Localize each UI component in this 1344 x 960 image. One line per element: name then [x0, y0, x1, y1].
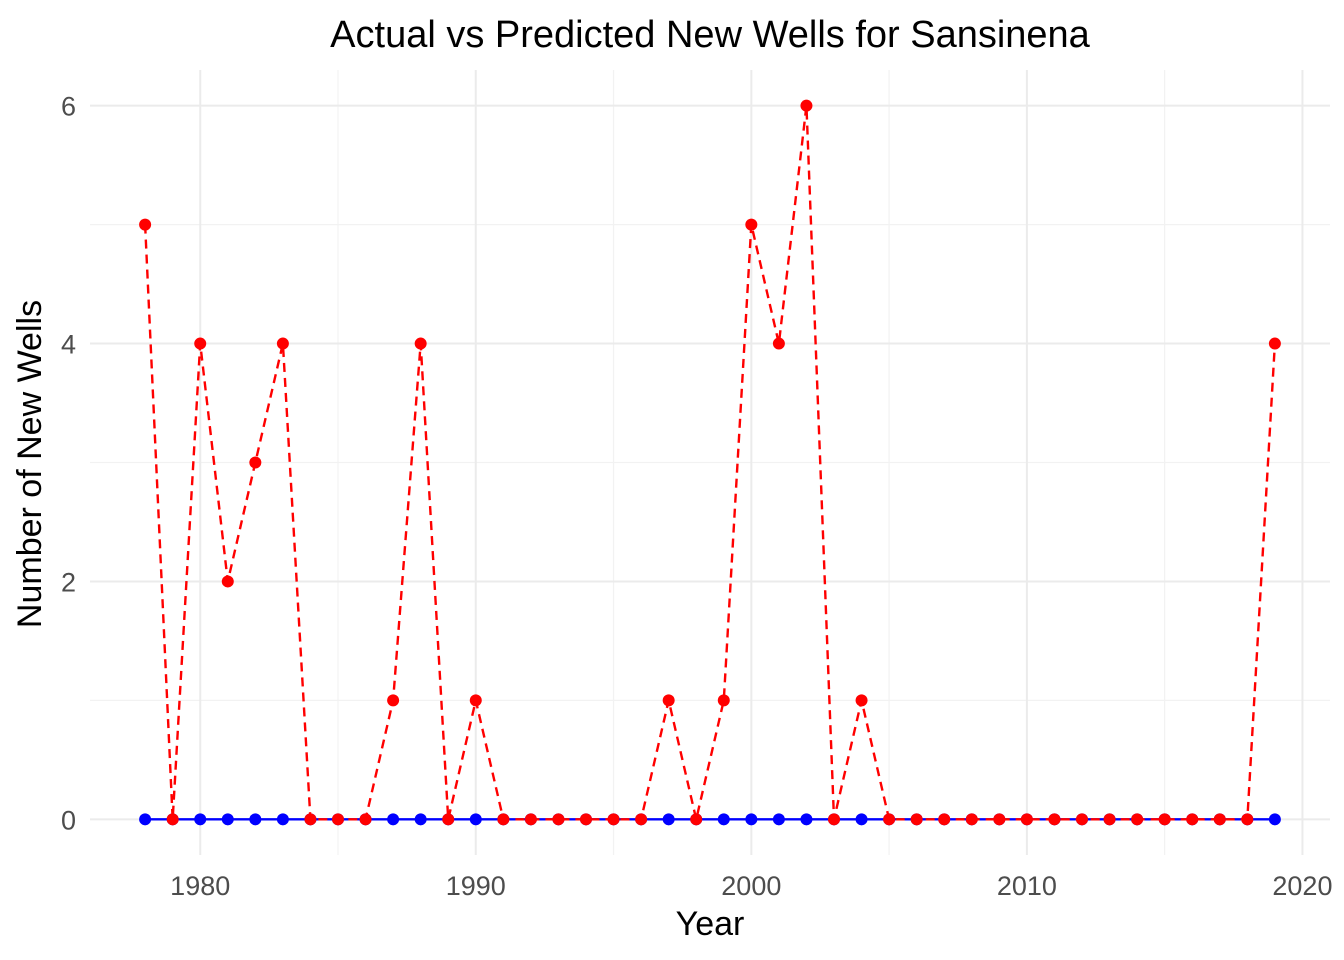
series-2-point [662, 694, 675, 707]
series-2-point [938, 813, 951, 826]
series-1-point [745, 813, 758, 826]
tick-labels: 1980 1990 2000 2010 2020 0 2 4 6 [61, 92, 1333, 901]
series-2-point [194, 337, 207, 350]
series-2-point [221, 575, 234, 588]
y-tick-label: 2 [61, 567, 76, 597]
series-1-point [662, 813, 675, 826]
series-2-point [1186, 813, 1199, 826]
series-2-point [580, 813, 592, 826]
series-1-point [139, 813, 152, 826]
series-2-point [965, 813, 978, 826]
series-1-point [194, 813, 207, 826]
x-tick-label: 1980 [170, 871, 230, 901]
series-2-point [800, 99, 813, 112]
series-1-point [1268, 813, 1281, 826]
series-2-point [332, 813, 344, 826]
series-1-point [772, 813, 785, 826]
series-2-point [1213, 813, 1226, 826]
series-2-point [607, 813, 620, 826]
grid [90, 70, 1330, 855]
series-2-point [1158, 813, 1171, 826]
series-2-point [497, 813, 510, 826]
series-2-point [910, 813, 923, 826]
series-2-point [1241, 813, 1254, 826]
series-1-point [717, 813, 730, 826]
series-1-point [800, 813, 813, 826]
series-2-point [1020, 813, 1033, 826]
x-tick-label: 1990 [446, 871, 506, 901]
series-2-point [524, 813, 537, 826]
series-2-point [883, 813, 896, 826]
series-2-point [442, 813, 455, 826]
series-2-point [552, 813, 565, 826]
series-2-point [359, 813, 372, 826]
series-2-point [690, 813, 703, 826]
chart-title: Actual vs Predicted New Wells for Sansin… [330, 14, 1091, 56]
series-2-point [1048, 813, 1061, 826]
series-2-point [855, 694, 868, 707]
series-2-point [469, 694, 482, 707]
series-2-point [139, 218, 152, 231]
series-1-point [221, 813, 234, 826]
series-1-point [387, 813, 400, 826]
series-2-point [1103, 813, 1116, 826]
series-2-point [745, 218, 758, 231]
x-axis-label: Year [676, 905, 745, 943]
x-tick-label: 2010 [997, 871, 1057, 901]
series-2-point [717, 694, 730, 707]
series-2-point [249, 456, 262, 469]
series-1-point [249, 813, 262, 826]
series-1-point [469, 813, 482, 826]
series-1-point [855, 813, 868, 826]
series-2-point [414, 337, 427, 350]
series-1-point [276, 813, 289, 826]
series-2-point [1131, 813, 1144, 826]
y-tick-label: 6 [61, 92, 76, 122]
series-2-point [993, 813, 1006, 826]
series-2-point [304, 813, 317, 826]
series-2-point [387, 694, 400, 707]
series-2-point [276, 337, 289, 350]
series-2-point [1076, 813, 1088, 826]
series-2-point [635, 813, 648, 826]
y-tick-label: 4 [61, 330, 76, 360]
y-tick-label: 0 [61, 805, 76, 835]
x-tick-label: 2020 [1272, 871, 1332, 901]
series-2-point [1268, 337, 1281, 350]
series-2-point [772, 337, 785, 350]
series-layer [139, 99, 1281, 826]
series-2-point [828, 813, 840, 826]
y-axis-label: Number of New Wells [11, 300, 49, 628]
series-2-point [166, 813, 179, 826]
series-1-point [414, 813, 427, 826]
x-tick-label: 2000 [721, 871, 781, 901]
